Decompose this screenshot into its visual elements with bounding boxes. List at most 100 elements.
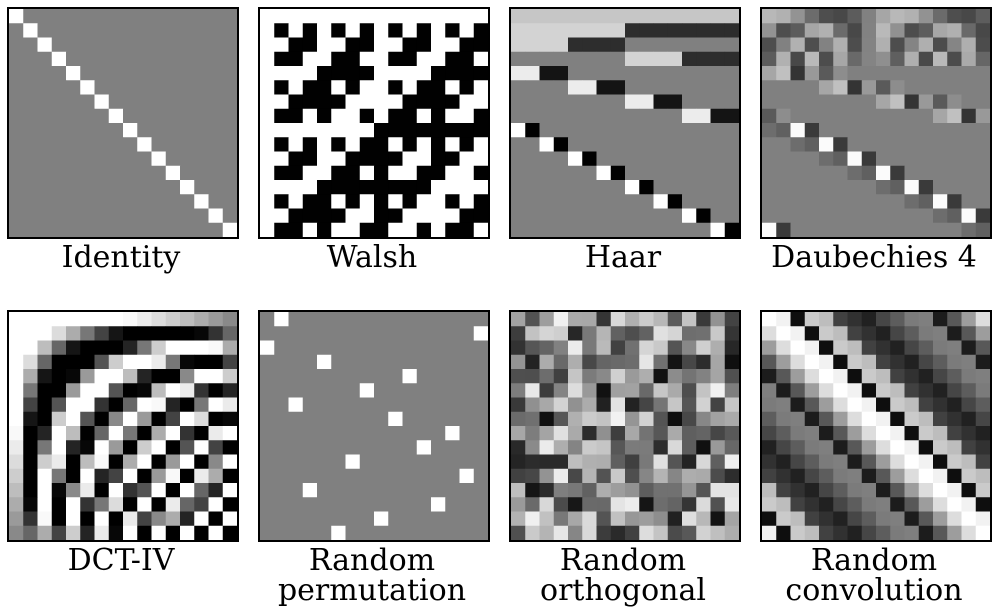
matrix-cell xyxy=(208,51,224,67)
matrix-cell xyxy=(961,137,977,152)
matrix-cell xyxy=(819,326,834,341)
matrix-cell xyxy=(9,123,24,138)
matrix-cell xyxy=(833,94,848,110)
matrix-cell xyxy=(682,397,697,413)
matrix-cell xyxy=(975,354,990,370)
matrix-cell xyxy=(288,468,304,484)
matrix-cell xyxy=(804,151,820,167)
matrix-cell xyxy=(23,312,38,327)
matrix-cell xyxy=(904,426,920,441)
matrix-cell xyxy=(137,180,152,195)
matrix-cell xyxy=(260,51,275,67)
matrix-cell xyxy=(459,151,475,167)
matrix-cell xyxy=(696,497,711,512)
matrix-cell xyxy=(416,440,432,455)
matrix-cell xyxy=(66,108,81,124)
matrix-cell xyxy=(194,454,209,470)
matrix-cell xyxy=(80,51,95,67)
matrix-cell xyxy=(653,397,669,413)
matrix-cell xyxy=(302,411,318,427)
matrix-cell xyxy=(302,397,318,413)
matrix-cell xyxy=(459,454,475,470)
matrix-cell xyxy=(696,222,711,237)
matrix-cell xyxy=(151,151,167,167)
matrix-cell xyxy=(137,94,152,110)
matrix-cell xyxy=(933,312,948,327)
matrix-cell xyxy=(568,208,583,224)
matrix-cell xyxy=(610,411,626,427)
matrix-cell xyxy=(66,165,81,181)
matrix-cell xyxy=(696,326,711,341)
matrix-cell xyxy=(696,9,711,24)
matrix-cell xyxy=(625,80,640,95)
matrix-cell xyxy=(568,165,583,181)
matrix-cell xyxy=(975,94,990,110)
matrix-cell xyxy=(710,9,726,24)
matrix-cell xyxy=(37,108,53,124)
matrix-cell xyxy=(790,94,806,110)
matrix-cell xyxy=(137,312,152,327)
matrix-cell xyxy=(345,369,361,384)
matrix-cell xyxy=(918,340,934,356)
matrix-cell xyxy=(539,208,555,224)
matrix-cell xyxy=(288,511,304,527)
matrix-cell xyxy=(525,312,540,327)
matrix-cell xyxy=(847,497,863,512)
matrix-cell xyxy=(710,180,726,195)
matrix-cell xyxy=(108,483,124,498)
matrix-cell xyxy=(610,137,626,152)
matrix-cell xyxy=(208,151,224,167)
matrix-cell xyxy=(904,9,920,24)
matrix-cell xyxy=(51,440,67,455)
matrix-cell xyxy=(9,180,24,195)
matrix-cell xyxy=(776,483,791,498)
matrix-cell xyxy=(819,66,834,81)
matrix-cell xyxy=(525,137,540,152)
matrix-cell xyxy=(696,194,711,209)
matrix-cell xyxy=(833,165,848,181)
matrix-cell xyxy=(918,369,934,384)
matrix-cell xyxy=(80,23,95,38)
matrix-cell xyxy=(94,426,110,441)
matrix-cell xyxy=(473,194,488,209)
matrix-cell xyxy=(947,180,962,195)
matrix-cell xyxy=(445,137,460,152)
matrix-cell xyxy=(51,326,67,341)
matrix-cell xyxy=(374,180,389,195)
matrix-cell xyxy=(819,397,834,413)
matrix-cell xyxy=(416,123,432,138)
matrix-cell xyxy=(819,440,834,455)
matrix-cell xyxy=(819,340,834,356)
matrix-cell xyxy=(459,9,475,24)
matrix-cell xyxy=(639,340,654,356)
matrix-cell xyxy=(302,483,318,498)
matrix-cell xyxy=(108,383,124,398)
matrix-cell xyxy=(260,94,275,110)
matrix-cell xyxy=(165,468,181,484)
matrix-cell xyxy=(374,326,389,341)
matrix-cell xyxy=(194,340,209,356)
matrix-cell xyxy=(961,108,977,124)
matrix-cell xyxy=(582,354,597,370)
matrix-cell xyxy=(847,468,863,484)
matrix-cell xyxy=(345,9,361,24)
matrix-cell xyxy=(80,37,95,53)
matrix-cell xyxy=(625,165,640,181)
matrix-cell xyxy=(388,369,403,384)
matrix-cell xyxy=(947,525,962,540)
matrix-cell xyxy=(94,383,110,398)
matrix-cell xyxy=(445,454,460,470)
matrix-cell xyxy=(431,80,446,95)
matrix-cell xyxy=(317,511,332,527)
matrix-cell xyxy=(724,468,739,484)
matrix-cell xyxy=(302,354,318,370)
matrix-cell xyxy=(511,411,526,427)
matrix-cell xyxy=(416,37,432,53)
matrix-cell xyxy=(904,340,920,356)
matrix-cell xyxy=(890,497,905,512)
matrix-cell xyxy=(194,440,209,455)
matrix-cell xyxy=(9,483,24,498)
matrix-cell xyxy=(317,165,332,181)
matrix-cell xyxy=(23,454,38,470)
matrix-cell xyxy=(388,165,403,181)
